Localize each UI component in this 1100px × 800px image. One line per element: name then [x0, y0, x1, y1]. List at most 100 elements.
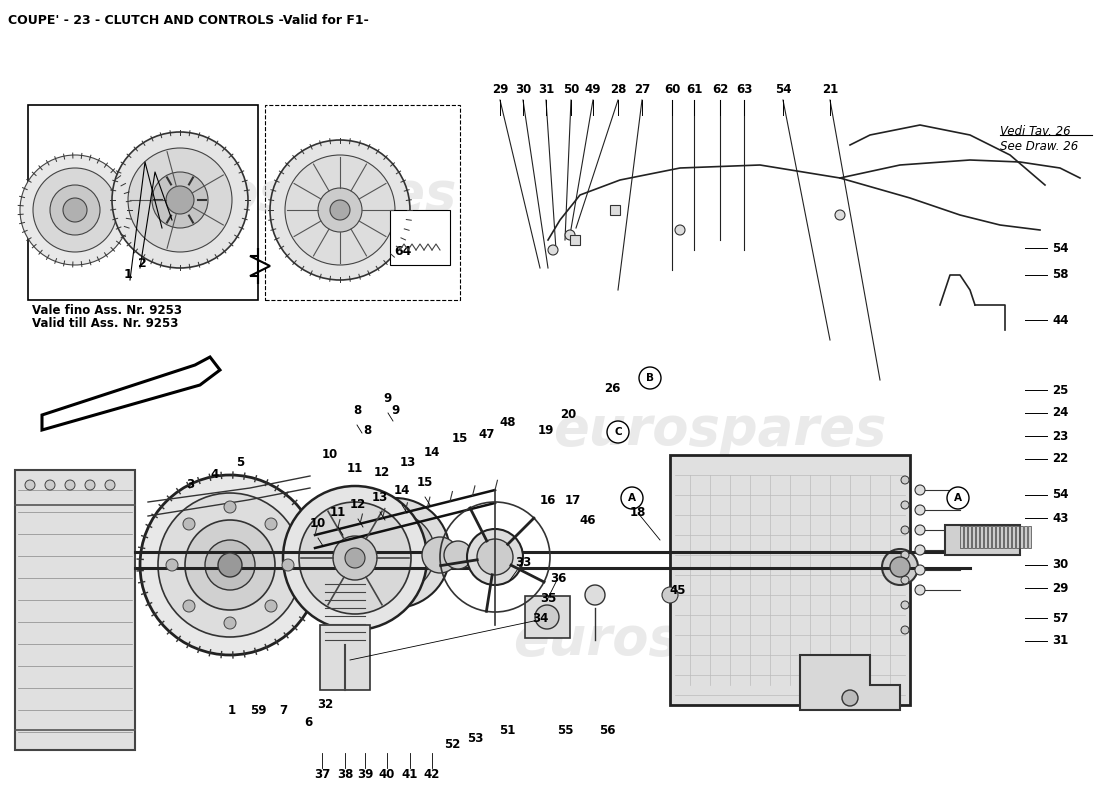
Bar: [1024, 526, 1027, 548]
Text: 58: 58: [1052, 269, 1068, 282]
Text: eurospares: eurospares: [553, 404, 887, 456]
Circle shape: [270, 140, 410, 280]
Bar: [390, 210, 450, 265]
Text: 49: 49: [585, 83, 602, 96]
Circle shape: [158, 493, 302, 637]
Circle shape: [318, 188, 362, 232]
Bar: [976, 526, 979, 548]
Text: 21: 21: [822, 83, 838, 96]
Bar: [1004, 526, 1007, 548]
Text: 43: 43: [1052, 511, 1068, 525]
Text: 52: 52: [443, 738, 460, 751]
Circle shape: [25, 480, 35, 490]
Circle shape: [548, 245, 558, 255]
Bar: [1000, 526, 1003, 548]
Circle shape: [265, 600, 277, 612]
Circle shape: [535, 605, 559, 629]
Text: 46: 46: [580, 514, 596, 526]
Bar: [1020, 526, 1023, 548]
Circle shape: [282, 559, 294, 571]
Text: 59: 59: [250, 703, 266, 717]
Text: 10: 10: [322, 449, 338, 462]
Text: 26: 26: [604, 382, 620, 394]
Circle shape: [104, 480, 116, 490]
Text: 54: 54: [1052, 242, 1068, 254]
Text: 1: 1: [228, 703, 236, 717]
Text: 19: 19: [538, 423, 554, 437]
Circle shape: [444, 541, 472, 569]
Circle shape: [185, 520, 275, 610]
Circle shape: [882, 549, 918, 585]
Text: 12: 12: [374, 466, 390, 479]
Text: Vedi Tav. 26: Vedi Tav. 26: [1000, 125, 1070, 138]
Text: 34: 34: [531, 611, 548, 625]
Text: 60: 60: [663, 83, 680, 96]
Text: 30: 30: [515, 83, 531, 96]
Text: 33: 33: [515, 555, 531, 569]
Circle shape: [915, 505, 925, 515]
Text: 11: 11: [346, 462, 363, 474]
Bar: [525, 596, 570, 638]
Circle shape: [901, 576, 909, 584]
Bar: [28, 105, 258, 300]
Text: 1: 1: [123, 268, 132, 281]
Polygon shape: [800, 655, 900, 710]
Text: 31: 31: [1052, 634, 1068, 647]
Text: 31: 31: [538, 83, 554, 96]
Text: 50: 50: [563, 83, 580, 96]
Circle shape: [112, 132, 248, 268]
Circle shape: [183, 600, 195, 612]
Text: 37: 37: [314, 769, 330, 782]
Circle shape: [330, 200, 350, 220]
Text: 56: 56: [598, 723, 615, 737]
Text: 44: 44: [1052, 314, 1068, 326]
Text: 11: 11: [330, 506, 346, 519]
Bar: [15, 470, 135, 750]
Bar: [1028, 526, 1031, 548]
Text: 29: 29: [1052, 582, 1068, 594]
Circle shape: [33, 168, 117, 252]
Text: 15: 15: [417, 476, 433, 489]
Bar: [610, 205, 620, 215]
Text: 16: 16: [540, 494, 557, 506]
Text: 25: 25: [1052, 383, 1068, 397]
Circle shape: [468, 545, 488, 565]
Text: Vale fino Ass. Nr. 9253: Vale fino Ass. Nr. 9253: [32, 304, 182, 317]
Circle shape: [20, 155, 130, 265]
Circle shape: [224, 617, 236, 629]
Text: C: C: [614, 427, 622, 437]
Circle shape: [283, 486, 427, 630]
Text: 47: 47: [478, 429, 495, 442]
Text: 32: 32: [317, 698, 333, 711]
Text: 12: 12: [350, 498, 366, 511]
Text: 14: 14: [424, 446, 440, 458]
Circle shape: [205, 540, 255, 590]
Circle shape: [915, 565, 925, 575]
Text: 18: 18: [630, 506, 646, 519]
Bar: [1008, 526, 1011, 548]
Bar: [980, 526, 983, 548]
Text: 38: 38: [337, 769, 353, 782]
Text: Valid till Ass. Nr. 9253: Valid till Ass. Nr. 9253: [32, 317, 178, 330]
Bar: [960, 526, 962, 548]
Circle shape: [65, 480, 75, 490]
Bar: [945, 525, 1020, 555]
Circle shape: [333, 536, 377, 580]
Circle shape: [901, 601, 909, 609]
Text: 7: 7: [279, 703, 287, 717]
Circle shape: [379, 538, 410, 568]
Text: 62: 62: [712, 83, 728, 96]
Circle shape: [85, 480, 95, 490]
Circle shape: [835, 210, 845, 220]
Circle shape: [50, 185, 100, 235]
Circle shape: [947, 487, 969, 509]
Circle shape: [662, 587, 678, 603]
Circle shape: [621, 487, 643, 509]
Circle shape: [45, 480, 55, 490]
Circle shape: [639, 367, 661, 389]
Circle shape: [915, 545, 925, 555]
Bar: [972, 526, 975, 548]
Text: 8: 8: [363, 423, 371, 437]
Circle shape: [901, 526, 909, 534]
Text: 17: 17: [565, 494, 581, 506]
